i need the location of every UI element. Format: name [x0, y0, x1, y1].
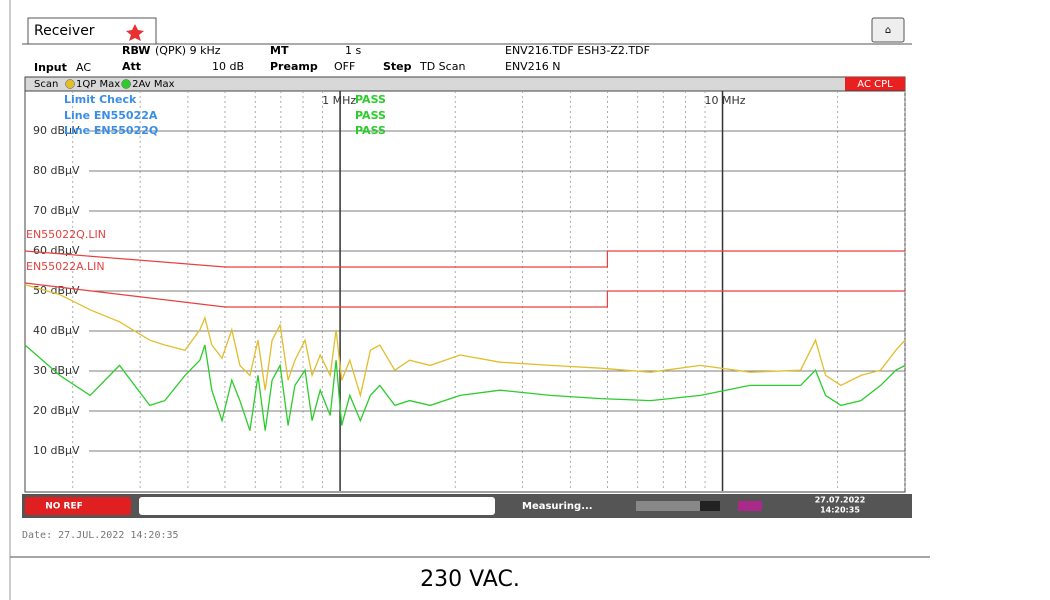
- display-icon: ⌂: [885, 25, 891, 36]
- x-tick-label: 1 MHz: [322, 94, 356, 107]
- header-label: Preamp: [270, 60, 318, 73]
- limit-check-title: Limit Check: [64, 93, 137, 106]
- header-label: Att: [122, 60, 141, 73]
- header-value: ENV216.TDF ESH3-Z2.TDF: [505, 44, 650, 57]
- limit-line-label: EN55022A.LIN: [26, 260, 105, 273]
- header-value: ENV216 N: [505, 60, 560, 73]
- coupling-badge: [845, 77, 905, 91]
- y-tick-label: 10 dBµV: [33, 444, 80, 457]
- x-tick-label: 10 MHz: [705, 94, 746, 107]
- limit-line: [24, 250, 905, 268]
- y-tick-label: 60 dBµV: [33, 244, 80, 257]
- status-state: Measuring...: [522, 501, 593, 512]
- header-label: RBW: [122, 44, 150, 57]
- status-date: 27.07.2022: [815, 496, 866, 505]
- trace: [24, 344, 906, 431]
- status-field: [139, 497, 495, 515]
- header-value: OFF: [334, 60, 355, 73]
- limit-check-result: PASS: [355, 124, 386, 137]
- y-tick-label: 70 dBµV: [33, 204, 80, 217]
- caption: 230 VAC.: [420, 567, 520, 592]
- progress-fill: [700, 501, 720, 511]
- header-value: AC: [76, 61, 91, 74]
- legend-swatch: [65, 79, 75, 89]
- header-value: TD Scan: [419, 60, 465, 73]
- coupling-label: AC CPL: [857, 79, 893, 90]
- limit-check-result: PASS: [355, 109, 386, 122]
- legend-label: 1QP Max: [76, 79, 120, 90]
- legend-label: 2Av Max: [132, 79, 174, 90]
- status-time: 14:20:35: [820, 506, 860, 515]
- limit-check-line: Line EN55022Q: [64, 124, 158, 137]
- status-icon: [738, 501, 762, 511]
- limit-check-line: Line EN55022A: [64, 109, 158, 122]
- header-value: 10 dB: [212, 60, 244, 73]
- progress: [636, 501, 720, 511]
- y-tick-label: 30 dBµV: [33, 364, 80, 377]
- y-tick-label: 40 dBµV: [33, 324, 80, 337]
- header-value: 1 s: [345, 44, 361, 57]
- display-button[interactable]: [871, 17, 905, 43]
- y-tick-label: 50 dBµV: [33, 284, 80, 297]
- trace: [24, 283, 906, 398]
- tab-label: Receiver: [34, 23, 95, 39]
- legend-swatch: [121, 79, 131, 89]
- limit-line-label: EN55022Q.LIN: [26, 228, 106, 241]
- date-line: Date: 27.JUL.2022 14:20:35: [22, 530, 179, 541]
- header-label: MT: [270, 44, 289, 57]
- header-value: (QPK) 9 kHz: [155, 44, 221, 57]
- y-tick-label: 20 dBµV: [33, 404, 80, 417]
- scan-label: Scan: [34, 79, 58, 90]
- limit-check-result: PASS: [355, 93, 386, 106]
- limit-line: [24, 282, 905, 308]
- y-tick-label: 90 dBµV: [33, 124, 80, 137]
- header-label: Step: [383, 60, 412, 73]
- tab-icon: [126, 24, 144, 41]
- header-label: Input: [34, 61, 67, 74]
- y-tick-label: 80 dBµV: [33, 164, 80, 177]
- ref-button[interactable]: [25, 497, 131, 515]
- ref-label: NO REF: [45, 502, 83, 512]
